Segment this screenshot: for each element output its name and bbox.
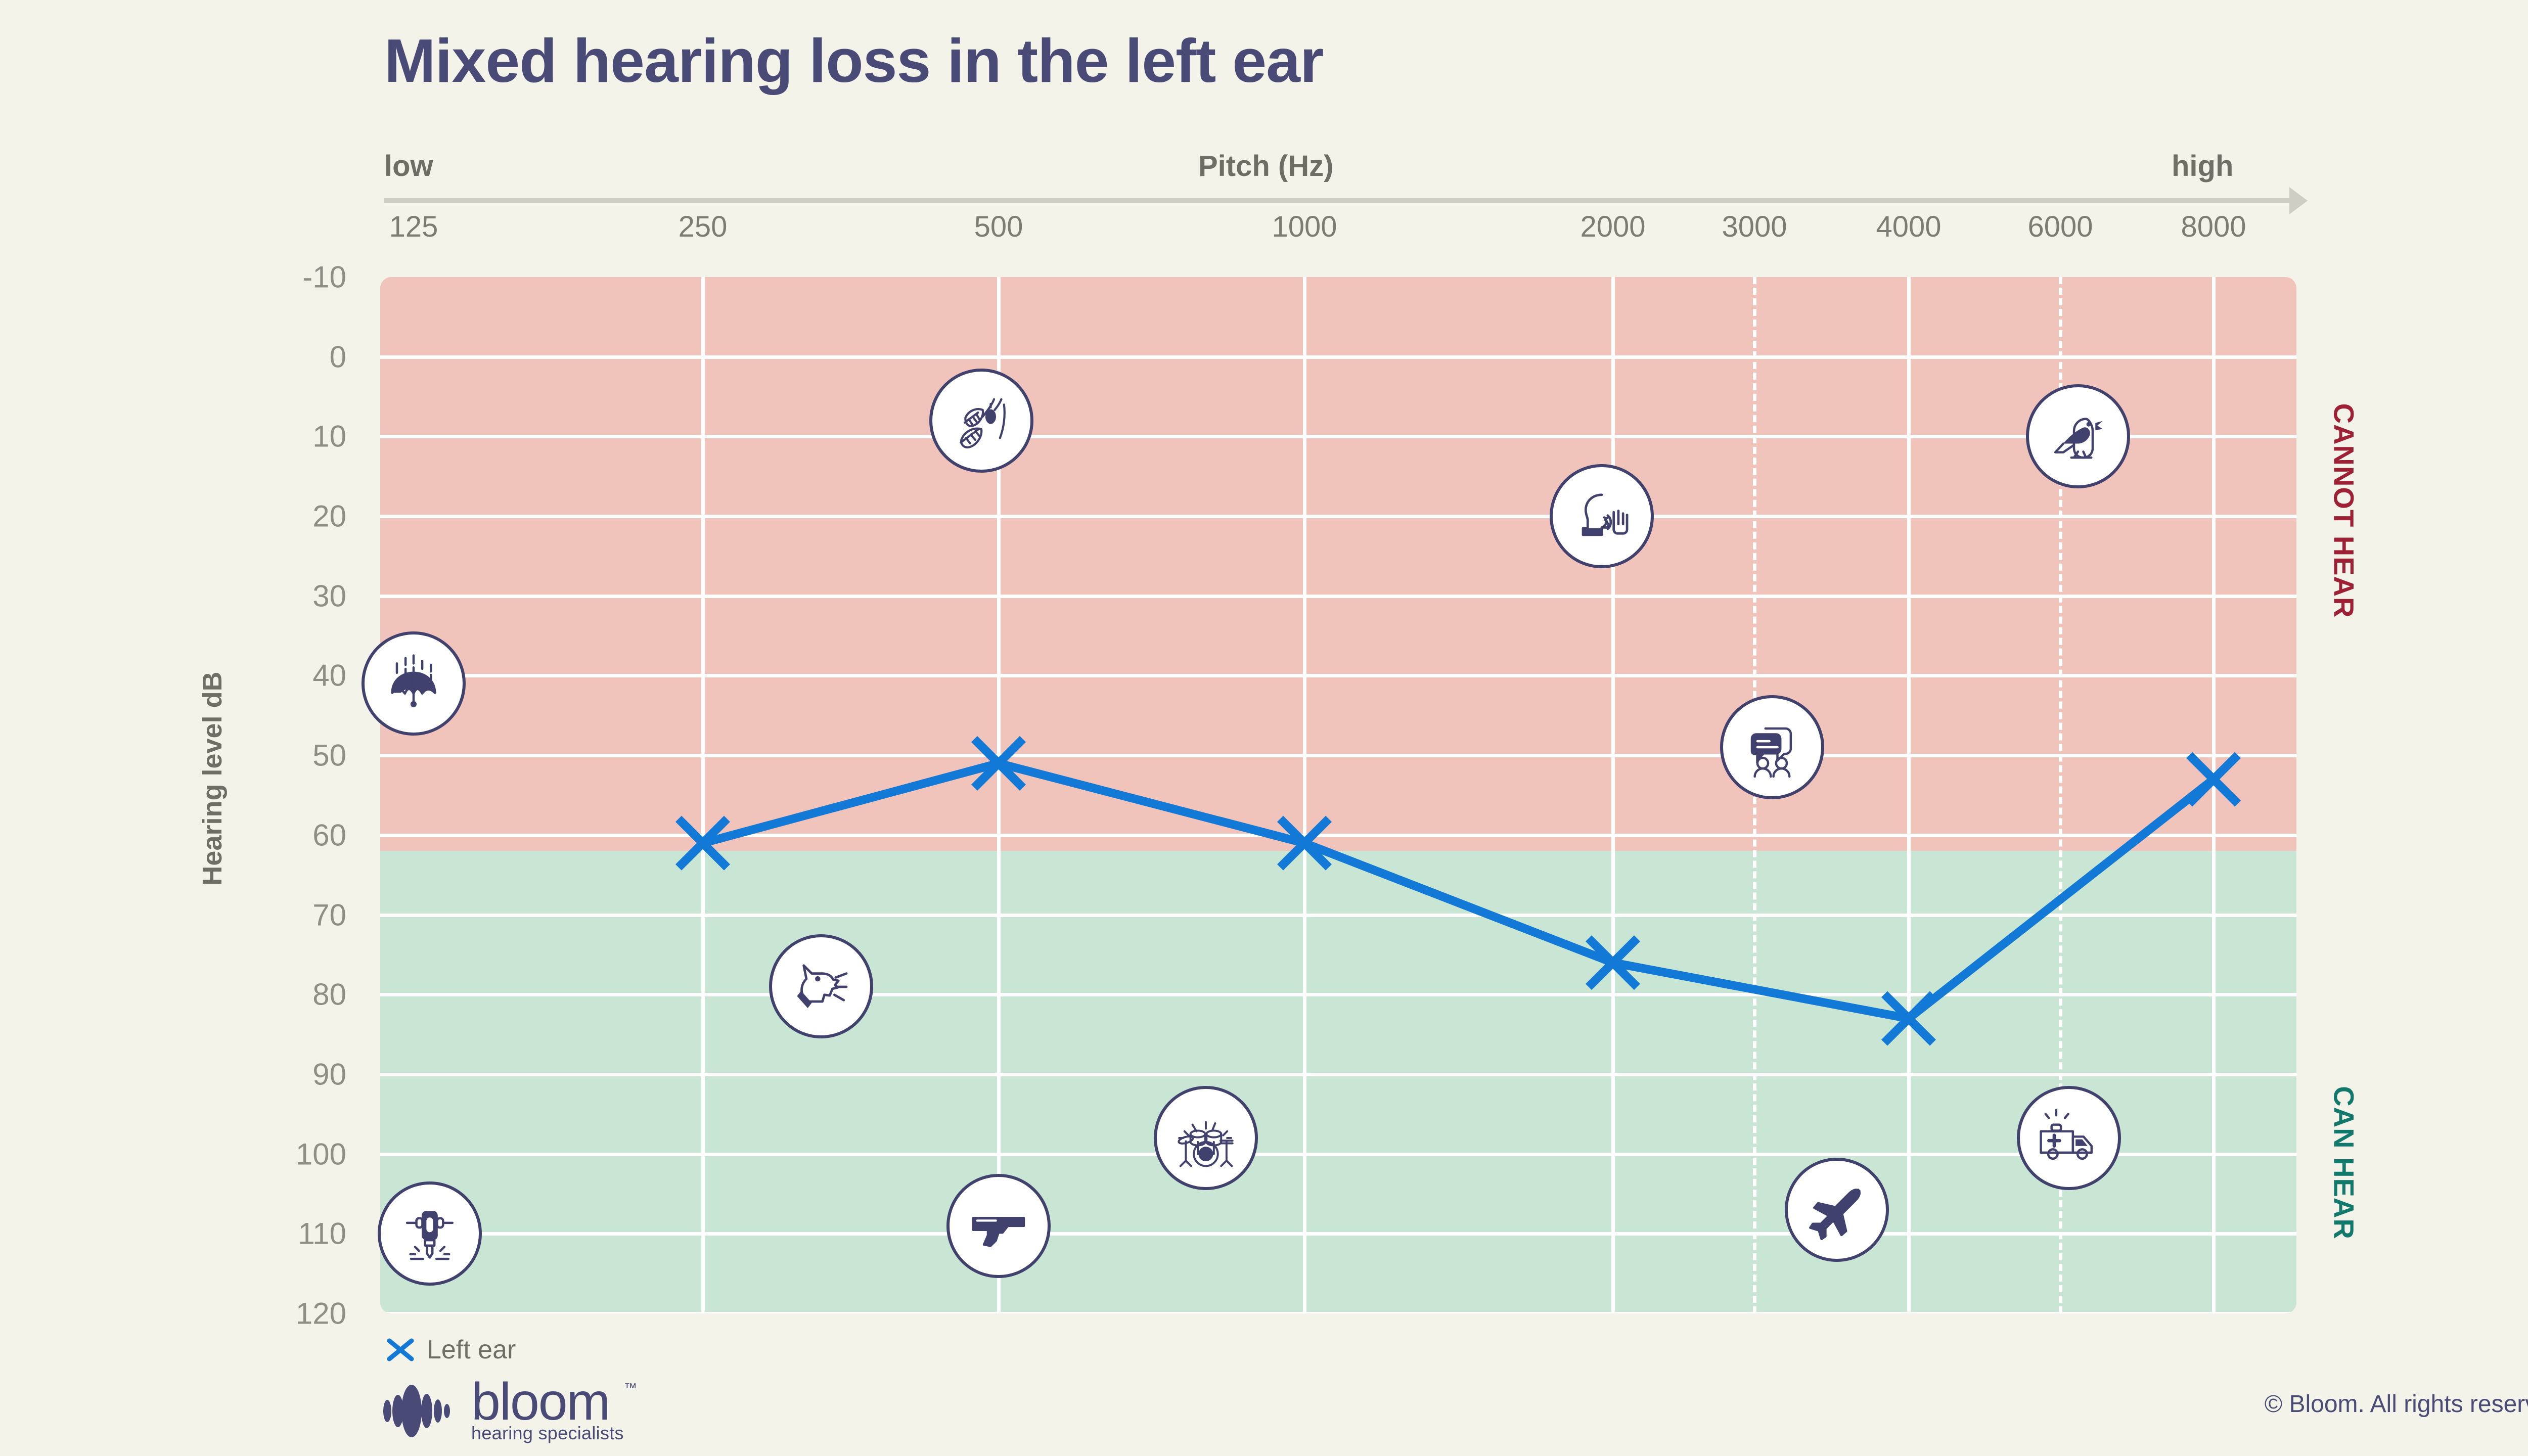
- y-tick-110: 110: [298, 1216, 346, 1251]
- audiogram-plot-area: [380, 277, 2296, 1313]
- jackhammer-icon: [378, 1181, 482, 1286]
- conversation-icon: [1720, 695, 1824, 800]
- airplane-icon: [1785, 1158, 1889, 1262]
- logo-wordmark: bloom: [471, 1373, 610, 1431]
- logo-trademark: ™: [623, 1380, 637, 1395]
- x-axis-low-label: low: [384, 150, 433, 183]
- whispering-face-icon: [1549, 464, 1654, 569]
- v-gridline-250: [701, 277, 705, 1313]
- y-tick-20: 20: [312, 499, 346, 533]
- v-gridline-2000: [1611, 277, 1615, 1313]
- h-gridline-100: [380, 1152, 2296, 1156]
- x-tick-125: 125: [389, 210, 438, 243]
- logo-tagline: hearing specialists: [471, 1422, 624, 1443]
- h-gridline-60: [380, 833, 2296, 837]
- h-gridline-120: [380, 1312, 2296, 1313]
- y-tick-50: 50: [312, 738, 346, 772]
- legend-left-ear-label: Left ear: [427, 1335, 516, 1364]
- h-gridline-80: [380, 993, 2296, 997]
- umbrella-rain-icon: [362, 631, 466, 736]
- bird-singing-icon: [2025, 384, 2130, 489]
- h-gridline-40: [380, 674, 2296, 678]
- bloom-logo: bloom ™ hearing specialists: [382, 1373, 637, 1444]
- copyright-text: © Bloom. All rights reserved.: [2264, 1391, 2528, 1418]
- x-axis-arrow: [384, 187, 2308, 214]
- y-tick--10: -10: [302, 260, 346, 294]
- h-gridline-30: [380, 594, 2296, 598]
- soundwave-icon: [383, 1384, 450, 1437]
- h-gridline-10: [380, 435, 2296, 439]
- y-tick-10: 10: [312, 419, 346, 453]
- x-axis-title: Pitch (Hz): [1198, 150, 1334, 183]
- y-tick-40: 40: [312, 658, 346, 693]
- leaves-rustling-icon: [929, 368, 1033, 473]
- y-tick-0: 0: [329, 340, 346, 374]
- y-tick-80: 80: [312, 977, 346, 1012]
- y-tick-60: 60: [312, 818, 346, 852]
- h-gridline-90: [380, 1072, 2296, 1076]
- x-tick-6000: 6000: [2027, 210, 2093, 243]
- h-gridline-0: [380, 355, 2296, 359]
- x-tick-1000: 1000: [1272, 210, 1337, 243]
- legend: Left ear: [385, 1335, 516, 1365]
- h-gridline-110: [380, 1232, 2296, 1236]
- handgun-icon: [946, 1173, 1051, 1278]
- x-axis-high-label: high: [2172, 150, 2234, 183]
- barking-dog-icon: [769, 934, 874, 1039]
- h-gridline-70: [380, 913, 2296, 917]
- h-gridline-50: [380, 754, 2296, 758]
- y-tick-120: 120: [295, 1296, 346, 1331]
- y-tick-90: 90: [312, 1057, 346, 1091]
- y-tick-30: 30: [312, 579, 346, 613]
- x-tick-2000: 2000: [1580, 210, 1646, 243]
- v-gridline-4000: [1907, 277, 1911, 1313]
- can-hear-region: [380, 851, 2296, 1313]
- x-tick-250: 250: [678, 210, 728, 243]
- v-gridline-8000: [2212, 277, 2216, 1313]
- y-tick-100: 100: [295, 1137, 346, 1171]
- h-gridline-20: [380, 515, 2296, 519]
- x-tick-3000: 3000: [1722, 210, 1787, 243]
- page-title: Mixed hearing loss in the left ear: [384, 26, 1324, 95]
- cannot-hear-label: CANNOT HEAR: [2328, 403, 2360, 618]
- v-gridline-1000: [1303, 277, 1306, 1313]
- drum-kit-icon: [1154, 1086, 1258, 1191]
- x-tick-500: 500: [974, 210, 1023, 243]
- x-tick-8000: 8000: [2181, 210, 2246, 243]
- ambulance-icon: [2017, 1086, 2121, 1191]
- y-tick-70: 70: [312, 898, 346, 932]
- x-marker-icon: [387, 1338, 414, 1361]
- x-tick-4000: 4000: [1876, 210, 1942, 243]
- can-hear-label: CAN HEAR: [2328, 1086, 2360, 1240]
- y-axis-tick-labels: -10 0 10 20 30 40 50 60 70 80 90 100 110 120: [217, 0, 349, 1456]
